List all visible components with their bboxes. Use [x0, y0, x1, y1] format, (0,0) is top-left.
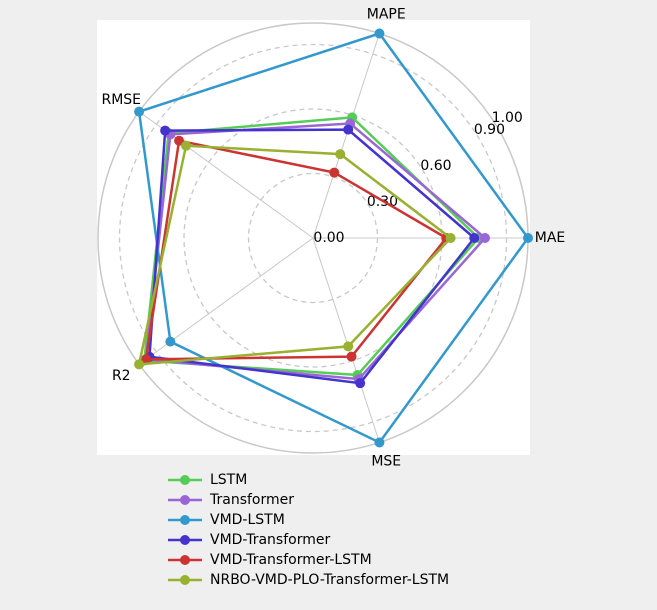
marker — [141, 354, 152, 365]
axis-label: R2 — [112, 368, 131, 384]
legend-marker — [180, 535, 190, 545]
marker — [480, 233, 490, 243]
legend-label: Transformer — [209, 492, 294, 508]
spoke — [312, 33, 380, 239]
marker — [523, 233, 533, 243]
marker — [374, 437, 385, 448]
marker — [165, 336, 176, 347]
marker — [346, 351, 357, 362]
series-line — [137, 32, 530, 445]
r-tick-label: 0.00 — [313, 230, 344, 246]
legend-label: LSTM — [210, 472, 247, 488]
series-line — [137, 144, 453, 366]
r-tick-label: 0.90 — [474, 122, 505, 138]
axis-label: MAE — [535, 230, 566, 246]
legend-marker — [180, 555, 190, 565]
axis-label: MSE — [371, 453, 401, 469]
legend-label: VMD-Transformer — [210, 532, 330, 548]
marker — [374, 28, 385, 39]
marker — [469, 233, 480, 243]
marker — [134, 359, 145, 370]
axis-label: MAPE — [367, 7, 406, 23]
r-tick-label: 0.60 — [420, 158, 451, 174]
legend-marker — [180, 475, 190, 485]
legend-marker — [180, 495, 190, 505]
spoke — [312, 237, 380, 443]
legend-label: VMD-LSTM — [210, 512, 285, 528]
axis-label: RMSE — [101, 92, 141, 108]
marker — [343, 124, 354, 135]
series-line — [148, 128, 476, 385]
marker — [343, 341, 354, 352]
marker — [335, 149, 346, 160]
legend-marker — [180, 575, 190, 585]
r-tick-label: 1.00 — [492, 110, 523, 126]
marker — [329, 167, 340, 178]
marker — [134, 106, 145, 117]
marker — [445, 233, 456, 243]
legend-label: VMD-Transformer-LSTM — [210, 552, 372, 568]
marker — [174, 135, 185, 146]
marker — [160, 125, 171, 136]
legend-marker — [180, 515, 190, 525]
legend-label: NRBO-VMD-PLO-Transformer-LSTM — [210, 572, 449, 588]
marker — [181, 140, 192, 151]
marker — [355, 378, 366, 389]
